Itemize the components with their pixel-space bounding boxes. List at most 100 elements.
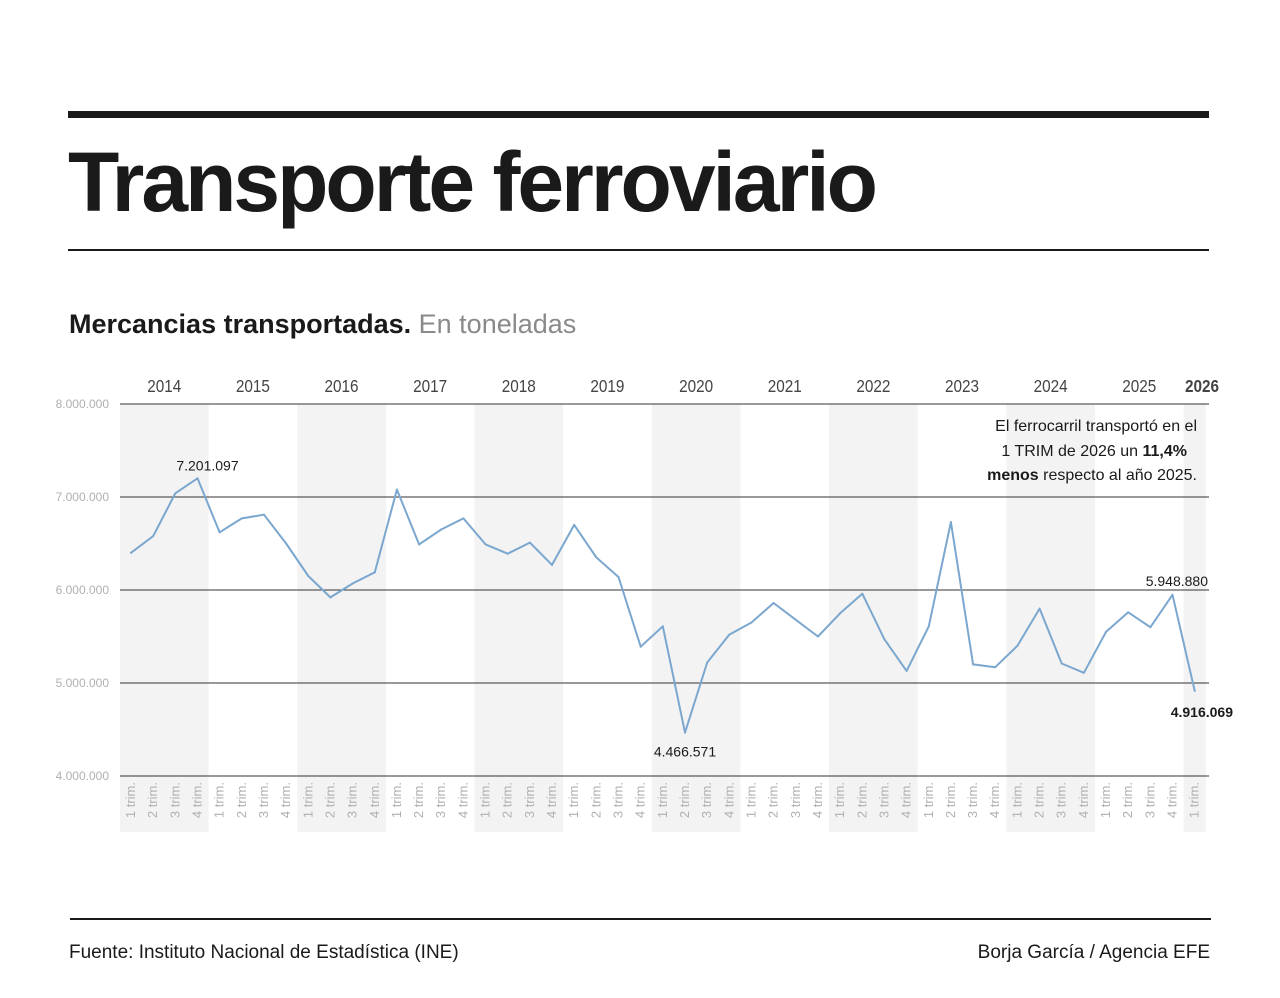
x-tick-label: 4 trim.: [455, 782, 470, 818]
data-point: [661, 625, 664, 628]
x-tick-label: 1 trim.: [566, 782, 581, 818]
data-point: [307, 575, 310, 578]
data-point: [1082, 671, 1085, 674]
data-point: [152, 535, 155, 538]
data-point: [351, 582, 354, 585]
data-point: [905, 669, 908, 672]
x-tick-label: 4 trim.: [899, 782, 914, 818]
x-tick-label: 3 trim.: [876, 782, 891, 818]
data-point: [1171, 593, 1174, 596]
data-point: [196, 477, 199, 480]
data-point: [750, 621, 753, 624]
data-point: [551, 563, 554, 566]
data-point: [1038, 607, 1041, 610]
data-point: [1127, 611, 1130, 614]
data-point: [1149, 626, 1152, 629]
x-tick-label: 4 trim.: [367, 782, 382, 818]
data-point: [285, 542, 288, 545]
x-tick-label: 1 trim.: [478, 782, 493, 818]
note-line-1: El ferrocarril transportó en el: [995, 418, 1197, 435]
year-band: [1183, 404, 1206, 832]
note-highlight: 11,4%: [1143, 443, 1187, 460]
x-tick-label: 2 trim.: [145, 782, 160, 818]
data-label: 4.916.069: [1171, 704, 1233, 720]
year-label: 2014: [147, 376, 181, 396]
data-point: [373, 571, 376, 574]
x-tick-label: 3 trim.: [345, 782, 360, 818]
x-tick-label: 1 trim.: [123, 782, 138, 818]
data-point: [927, 625, 930, 628]
year-label: 2019: [590, 376, 624, 396]
data-point: [1193, 689, 1196, 692]
data-point: [839, 612, 842, 615]
x-tick-label: 3 trim.: [256, 782, 271, 818]
note-highlight: menos: [987, 467, 1043, 484]
x-tick-label: 4 trim.: [1165, 782, 1180, 818]
data-point: [595, 556, 598, 559]
x-tick-label: 4 trim.: [633, 782, 648, 818]
x-tick-label: 4 trim.: [1076, 782, 1091, 818]
x-tick-label: 1 trim.: [300, 782, 315, 818]
chart-subtitle: Mercancias transportadas. En toneladas: [69, 306, 576, 342]
data-point: [1016, 644, 1019, 647]
x-tick-label: 2 trim.: [500, 782, 515, 818]
year-band: [651, 404, 741, 832]
y-tick-label: 7.000.000: [56, 490, 110, 504]
data-point: [484, 543, 487, 546]
x-tick-label: 2 trim.: [588, 782, 603, 818]
page-title: Transporte ferroviario: [68, 135, 878, 229]
data-point: [1105, 630, 1108, 633]
x-tick-label: 2 trim.: [1032, 782, 1047, 818]
data-point: [949, 521, 952, 524]
year-band: [1006, 404, 1095, 832]
data-point: [240, 517, 243, 520]
source-credit: Fuente: Instituto Nacional de Estadístic…: [69, 942, 459, 963]
author-credit: Borja García / Agencia EFE: [977, 942, 1210, 963]
x-tick-label: 3 trim.: [699, 782, 714, 818]
data-point: [728, 633, 731, 636]
x-tick-label: 3 trim.: [1142, 782, 1157, 818]
x-tick-label: 1 trim.: [1187, 782, 1202, 818]
year-label: 2023: [945, 376, 979, 396]
year-label: 2025: [1122, 376, 1156, 396]
year-label: 2020: [679, 376, 713, 396]
x-tick-label: 4 trim.: [987, 782, 1002, 818]
year-label: 2022: [856, 376, 890, 396]
data-point: [329, 596, 332, 599]
year-band: [297, 404, 386, 832]
data-label: 7.201.097: [176, 457, 238, 473]
year-band: [474, 404, 564, 832]
x-tick-label: 2 trim.: [411, 782, 426, 818]
note-text: 1 TRIM de 2026 un: [1001, 443, 1142, 460]
year-label: 2026: [1185, 376, 1219, 396]
data-point: [706, 661, 709, 664]
data-label: 4.466.571: [654, 744, 716, 760]
year-label: 2016: [325, 376, 359, 396]
data-point: [130, 551, 132, 554]
x-tick-label: 3 trim.: [433, 782, 448, 818]
x-tick-label: 3 trim.: [788, 782, 803, 818]
data-point: [794, 618, 797, 621]
data-point: [528, 541, 531, 544]
note-line-2: 1 TRIM de 2026 un 11,4%: [1001, 443, 1187, 460]
x-tick-label: 3 trim.: [965, 782, 980, 818]
x-tick-label: 1 trim.: [743, 782, 758, 818]
subtitle-units: En toneladas: [418, 309, 577, 339]
data-label: 5.948.880: [1146, 573, 1208, 589]
x-tick-label: 3 trim.: [1054, 782, 1069, 818]
x-tick-label: 1 trim.: [212, 782, 227, 818]
x-tick-label: 2 trim.: [322, 782, 337, 818]
data-point: [684, 731, 686, 734]
year-label: 2017: [413, 376, 447, 396]
x-tick-label: 2 trim.: [234, 782, 249, 818]
data-point: [617, 575, 620, 578]
x-tick-label: 4 trim.: [544, 782, 559, 818]
x-tick-label: 1 trim.: [832, 782, 847, 818]
y-tick-label: 4.000.000: [56, 769, 110, 783]
title-rule: [68, 249, 1209, 251]
x-tick-label: 4 trim.: [278, 782, 293, 818]
data-point: [573, 523, 576, 526]
data-point: [772, 602, 775, 605]
data-point: [883, 638, 886, 641]
